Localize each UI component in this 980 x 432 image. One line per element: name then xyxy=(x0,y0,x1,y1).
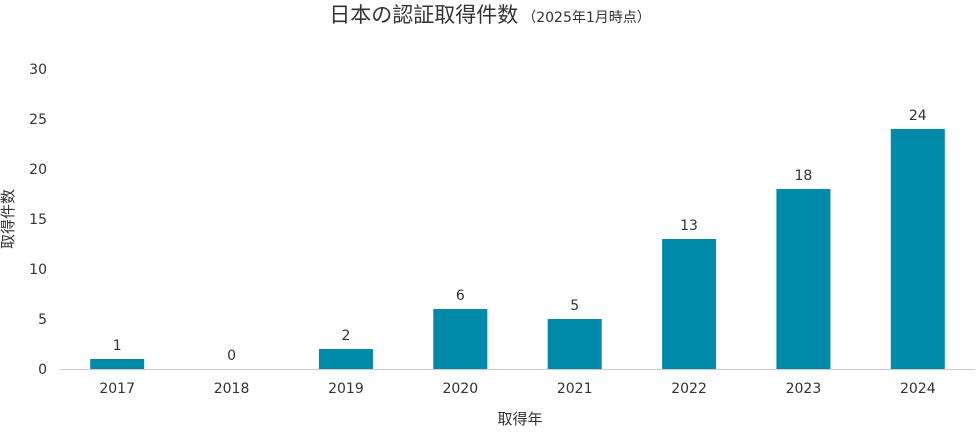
x-tick-label: 2020 xyxy=(442,381,478,397)
bar xyxy=(318,349,373,369)
y-tick-label: 10 xyxy=(29,262,47,278)
y-tick-label: 25 xyxy=(29,112,47,128)
x-tick-label: 2018 xyxy=(214,381,250,397)
data-label: 0 xyxy=(227,348,236,364)
y-tick-label: 15 xyxy=(29,212,47,228)
data-label: 24 xyxy=(909,108,927,124)
data-labels-group: 1 0 2 6 5 13 18 24 xyxy=(113,108,927,364)
chart-title: 日本の認証取得件数 xyxy=(329,3,518,27)
data-label: 1 xyxy=(113,338,122,354)
chart-title-group: 日本の認証取得件数 （2025年1月時点） xyxy=(329,3,651,27)
x-axis-title: 取得年 xyxy=(497,410,542,428)
x-tick-label: 2023 xyxy=(786,381,822,397)
y-tick-label: 30 xyxy=(29,62,47,78)
bars-group xyxy=(90,129,945,369)
bar xyxy=(662,239,717,369)
y-axis-title: 取得件数 xyxy=(0,189,17,249)
data-label: 13 xyxy=(680,218,698,234)
data-label: 6 xyxy=(456,288,465,304)
x-tick-label: 2017 xyxy=(99,381,135,397)
bar xyxy=(547,319,602,369)
data-label: 5 xyxy=(570,298,579,314)
x-tick-label: 2021 xyxy=(557,381,593,397)
bar xyxy=(90,359,145,369)
data-label: 2 xyxy=(341,328,350,344)
y-tick-label: 20 xyxy=(29,162,47,178)
x-tick-label: 2022 xyxy=(671,381,707,397)
y-axis: 0 5 10 15 20 25 30 xyxy=(29,62,47,378)
bar xyxy=(433,309,488,369)
x-tick-label: 2024 xyxy=(900,381,936,397)
y-tick-label: 0 xyxy=(38,362,47,378)
x-axis: 2017 2018 2019 2020 2021 2022 2023 2024 xyxy=(99,381,935,397)
bar xyxy=(890,129,945,369)
data-label: 18 xyxy=(795,168,813,184)
y-tick-label: 5 xyxy=(38,312,47,328)
x-tick-label: 2019 xyxy=(328,381,364,397)
bar xyxy=(776,189,831,369)
chart-subtitle: （2025年1月時点） xyxy=(522,10,651,26)
